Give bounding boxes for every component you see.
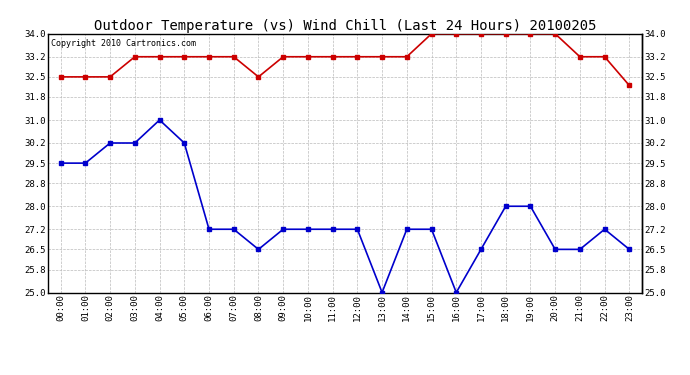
Title: Outdoor Temperature (vs) Wind Chill (Last 24 Hours) 20100205: Outdoor Temperature (vs) Wind Chill (Las… bbox=[94, 19, 596, 33]
Text: Copyright 2010 Cartronics.com: Copyright 2010 Cartronics.com bbox=[51, 39, 196, 48]
